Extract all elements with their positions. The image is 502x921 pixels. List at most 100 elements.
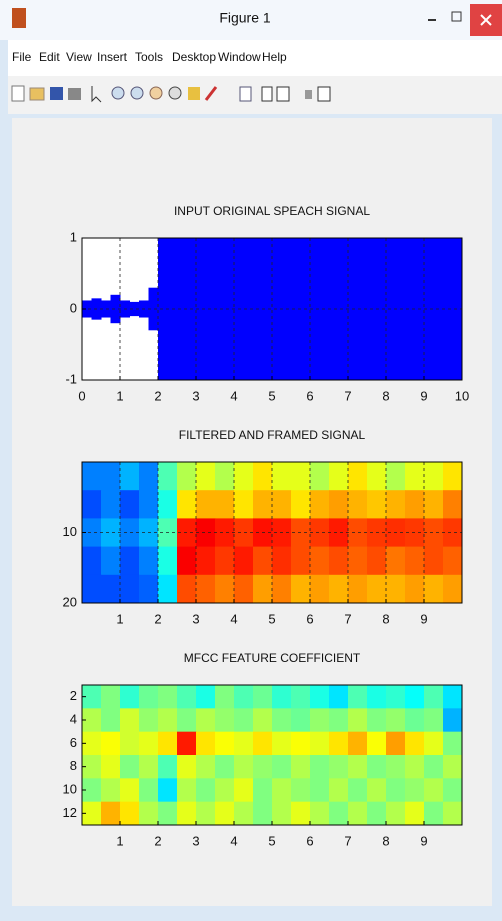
heatmap-cell bbox=[120, 685, 140, 709]
signal-envelope bbox=[291, 238, 301, 380]
heatmap-cell bbox=[329, 574, 349, 604]
title-bar bbox=[0, 0, 502, 40]
tool-legend[interactable] bbox=[276, 86, 290, 102]
menu-item[interactable]: Desktop bbox=[172, 50, 216, 64]
tool-open[interactable] bbox=[29, 87, 45, 101]
x-tick-label: 6 bbox=[306, 833, 313, 848]
tool-print[interactable] bbox=[68, 88, 81, 100]
heatmap-cell bbox=[120, 462, 140, 491]
heatmap-cell bbox=[196, 755, 216, 779]
heatmap-cell bbox=[272, 490, 292, 519]
heatmap-cell bbox=[234, 546, 254, 576]
heatmap-cell bbox=[101, 490, 121, 519]
menu-item[interactable]: Window bbox=[218, 50, 261, 64]
tool-zoom-in[interactable] bbox=[111, 86, 125, 100]
heatmap-cell bbox=[139, 801, 159, 826]
heatmap-cell bbox=[310, 778, 330, 803]
menu-item[interactable]: Edit bbox=[39, 50, 60, 64]
heatmap-cell bbox=[424, 708, 444, 733]
x-tick-label: 7 bbox=[344, 833, 351, 848]
signal-envelope bbox=[357, 238, 368, 380]
signal-envelope bbox=[243, 238, 254, 380]
signal-envelope bbox=[110, 294, 121, 324]
heatmap-cell bbox=[291, 490, 311, 519]
menu-item[interactable]: Tools bbox=[135, 50, 163, 64]
maximize-button[interactable] bbox=[451, 11, 462, 22]
heatmap-cell bbox=[234, 490, 254, 519]
menu-item[interactable]: View bbox=[66, 50, 92, 64]
app-icon bbox=[12, 8, 26, 28]
tool-save[interactable] bbox=[50, 87, 63, 100]
tool-link[interactable] bbox=[239, 86, 252, 102]
tool-pan[interactable] bbox=[149, 86, 163, 100]
signal-envelope bbox=[452, 238, 463, 380]
signal-envelope bbox=[310, 238, 320, 380]
x-tick-label: 2 bbox=[154, 388, 161, 403]
heatmap-cell bbox=[120, 490, 140, 519]
tool-zoom-out[interactable] bbox=[130, 86, 144, 100]
heatmap-cell bbox=[120, 574, 140, 604]
heatmap-cell bbox=[367, 490, 387, 519]
heatmap-cell bbox=[234, 801, 254, 826]
heatmap-cell bbox=[386, 490, 406, 519]
heatmap-cell bbox=[386, 462, 406, 491]
heatmap-cell bbox=[158, 801, 178, 826]
heatmap-cell bbox=[120, 546, 140, 576]
heatmap-cell bbox=[215, 490, 235, 519]
heatmap-cell bbox=[234, 685, 254, 709]
heatmap-cell bbox=[101, 778, 121, 803]
heatmap-cell bbox=[215, 518, 235, 548]
x-tick-label: 4 bbox=[230, 388, 237, 403]
x-tick-label: 9 bbox=[420, 611, 427, 626]
heatmap-cell bbox=[329, 518, 349, 548]
menu-item[interactable]: File bbox=[12, 50, 32, 64]
heatmap-cell bbox=[386, 731, 406, 756]
heatmap-cell bbox=[424, 755, 444, 779]
y-tick-label: 4 bbox=[70, 711, 77, 726]
heatmap-cell bbox=[329, 731, 349, 756]
heatmap-cell bbox=[158, 778, 178, 803]
heatmap-cell bbox=[253, 801, 273, 826]
tool-hide[interactable] bbox=[305, 90, 312, 99]
tool-colorbar[interactable] bbox=[261, 86, 273, 102]
heatmap-cell bbox=[82, 685, 102, 709]
heatmap-cell bbox=[329, 546, 349, 576]
heatmap-cell bbox=[348, 546, 368, 576]
heatmap-cell bbox=[443, 462, 463, 491]
heatmap-cell bbox=[405, 574, 425, 604]
heatmap-cell bbox=[139, 731, 159, 756]
window-title: Figure 1 bbox=[219, 10, 271, 26]
heatmap-cell bbox=[234, 778, 254, 803]
tool-datacursor[interactable] bbox=[188, 87, 200, 100]
heatmap-cell bbox=[139, 708, 159, 733]
heatmap-cell bbox=[386, 755, 406, 779]
heatmap-cell bbox=[310, 490, 330, 519]
heatmap-cell bbox=[177, 708, 197, 733]
heatmap-cell bbox=[291, 685, 311, 709]
heatmap-cell bbox=[367, 755, 387, 779]
heatmap-cell bbox=[139, 778, 159, 803]
heatmap-cell bbox=[443, 755, 463, 779]
tool-brush[interactable] bbox=[204, 86, 218, 101]
tool-new[interactable] bbox=[11, 85, 25, 102]
heatmap-cell bbox=[405, 546, 425, 576]
signal-envelope bbox=[424, 238, 434, 380]
heatmap-cell bbox=[405, 801, 425, 826]
menu-item[interactable]: Insert bbox=[97, 50, 128, 64]
heatmap-cell bbox=[196, 708, 216, 733]
heatmap-cell bbox=[253, 778, 273, 803]
tool-show[interactable] bbox=[317, 86, 331, 102]
heatmap-cell bbox=[443, 685, 463, 709]
tool-rotate[interactable] bbox=[168, 86, 182, 100]
heatmap-cell bbox=[177, 755, 197, 779]
y-tick-label: 8 bbox=[70, 758, 77, 773]
heatmap-cell bbox=[120, 755, 140, 779]
x-tick-label: 7 bbox=[344, 611, 351, 626]
signal-envelope bbox=[196, 238, 206, 380]
heatmap-cell bbox=[348, 574, 368, 604]
tool-pointer[interactable] bbox=[91, 86, 102, 103]
heatmap-cell bbox=[177, 546, 197, 576]
heatmap-cell bbox=[101, 801, 121, 826]
menu-item[interactable]: Help bbox=[262, 50, 287, 64]
heatmap-cell bbox=[101, 518, 121, 548]
